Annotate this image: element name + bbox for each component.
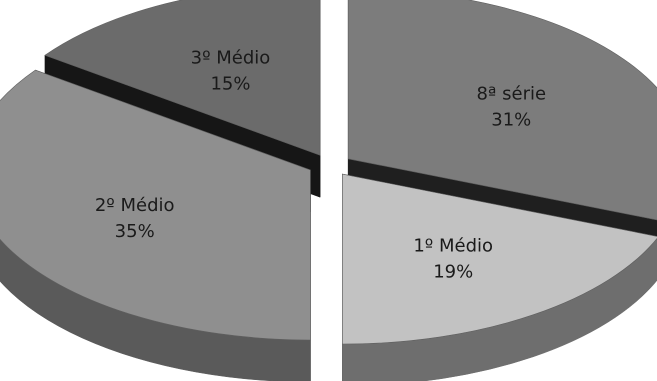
slice-percent-label: 15% [210, 73, 250, 94]
slice-category-label: 2º Médio [95, 195, 175, 216]
slice-percent-label: 31% [491, 109, 531, 130]
slice-category-label: 8ª série [476, 83, 546, 104]
slice-category-label: 3º Médio [191, 47, 271, 68]
pie-slice-top [0, 69, 311, 341]
pie-labels: 8ª série 31% 1º Médio 19% 2º Médio 35% 3º Médi… [95, 47, 546, 282]
pie-slice-top [342, 173, 657, 345]
slice-category-label: 1º Médio [413, 236, 493, 257]
pie-slice-top [347, 0, 657, 221]
slice-percent-label: 19% [433, 262, 473, 283]
pie-slice [342, 173, 657, 381]
pie-slice [0, 69, 311, 381]
slice-percent-label: 35% [115, 221, 155, 242]
pie-slice-top [44, 0, 321, 156]
